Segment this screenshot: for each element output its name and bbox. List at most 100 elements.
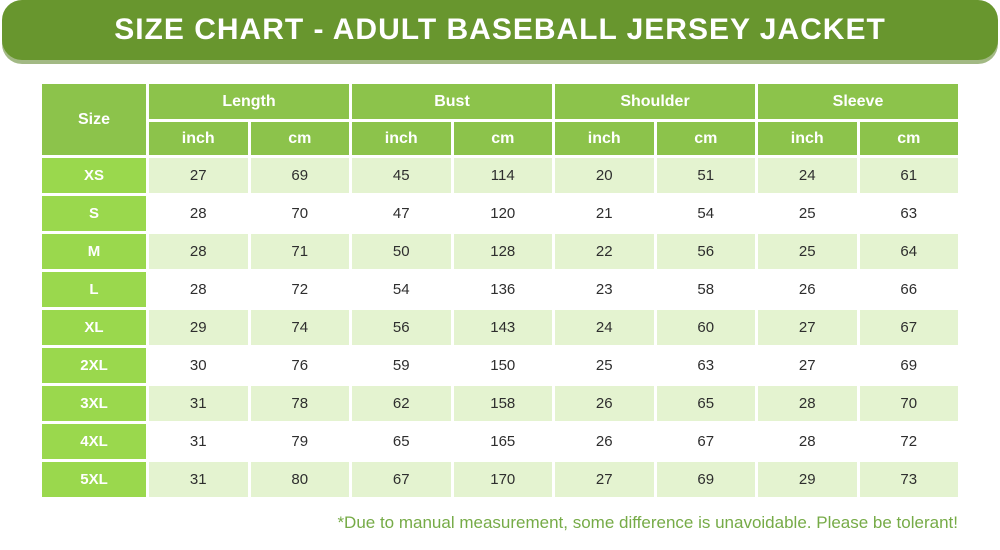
measurement-cell: 70 <box>859 386 958 421</box>
size-label: XS <box>42 158 146 193</box>
size-label: 2XL <box>42 348 146 383</box>
measurement-cell: 63 <box>656 348 755 383</box>
measurement-cell: 128 <box>453 234 552 269</box>
table-header: Size Length Bust Shoulder Sleeve inch cm… <box>42 84 958 155</box>
measurement-cell: 70 <box>250 196 349 231</box>
size-chart-table: Size Length Bust Shoulder Sleeve inch cm… <box>39 81 961 500</box>
measurement-cell: 26 <box>555 424 654 459</box>
table-row: 4XL 31 79 65 165 26 67 28 72 <box>42 424 958 459</box>
measurement-cell: 78 <box>250 386 349 421</box>
measurement-cell: 60 <box>656 310 755 345</box>
measurement-cell: 24 <box>555 310 654 345</box>
table-row: 5XL 31 80 67 170 27 69 29 73 <box>42 462 958 497</box>
table-row: L 28 72 54 136 23 58 26 66 <box>42 272 958 307</box>
unit-header-cm: cm <box>656 122 755 155</box>
measurement-cell: 73 <box>859 462 958 497</box>
group-header-length: Length <box>149 84 349 119</box>
measurement-cell: 58 <box>656 272 755 307</box>
group-header-shoulder: Shoulder <box>555 84 755 119</box>
measurement-cell: 25 <box>555 348 654 383</box>
measurement-cell: 30 <box>149 348 248 383</box>
measurement-cell: 23 <box>555 272 654 307</box>
measurement-cell: 51 <box>656 158 755 193</box>
measurement-cell: 28 <box>758 424 857 459</box>
measurement-cell: 136 <box>453 272 552 307</box>
measurement-cell: 69 <box>859 348 958 383</box>
group-header-row: Size Length Bust Shoulder Sleeve <box>42 84 958 155</box>
measurement-cell: 72 <box>859 424 958 459</box>
size-label: 5XL <box>42 462 146 497</box>
measurement-cell: 165 <box>453 424 552 459</box>
measurement-cell: 29 <box>149 310 248 345</box>
measurement-cell: 26 <box>555 386 654 421</box>
size-label: XL <box>42 310 146 345</box>
measurement-cell: 69 <box>250 158 349 193</box>
measurement-cell: 72 <box>250 272 349 307</box>
measurement-cell: 71 <box>250 234 349 269</box>
measurement-cell: 59 <box>352 348 451 383</box>
measurement-cell: 28 <box>149 272 248 307</box>
table-row: XL 29 74 56 143 24 60 27 67 <box>42 310 958 345</box>
measurement-cell: 31 <box>149 424 248 459</box>
unit-header-cm: cm <box>859 122 958 155</box>
measurement-cell: 67 <box>352 462 451 497</box>
measurement-cell: 56 <box>656 234 755 269</box>
measurement-cell: 63 <box>859 196 958 231</box>
measurement-cell: 24 <box>758 158 857 193</box>
table-row: 2XL 30 76 59 150 25 63 27 69 <box>42 348 958 383</box>
measurement-cell: 31 <box>149 386 248 421</box>
table-row: XS 27 69 45 114 20 51 24 61 <box>42 158 958 193</box>
measurement-cell: 54 <box>352 272 451 307</box>
title-banner: SIZE CHART - ADULT BASEBALL JERSEY JACKE… <box>2 0 998 60</box>
measurement-cell: 50 <box>352 234 451 269</box>
measurement-cell: 21 <box>555 196 654 231</box>
measurement-cell: 69 <box>656 462 755 497</box>
measurement-cell: 150 <box>453 348 552 383</box>
measurement-cell: 56 <box>352 310 451 345</box>
measurement-cell: 170 <box>453 462 552 497</box>
measurement-cell: 29 <box>758 462 857 497</box>
measurement-cell: 28 <box>149 196 248 231</box>
measurement-cell: 31 <box>149 462 248 497</box>
group-header-bust: Bust <box>352 84 552 119</box>
measurement-cell: 27 <box>758 348 857 383</box>
size-label: S <box>42 196 146 231</box>
measurement-cell: 67 <box>859 310 958 345</box>
measurement-cell: 47 <box>352 196 451 231</box>
measurement-cell: 66 <box>859 272 958 307</box>
group-header-sleeve: Sleeve <box>758 84 958 119</box>
unit-header-inch: inch <box>352 122 451 155</box>
measurement-cell: 120 <box>453 196 552 231</box>
measurement-cell: 76 <box>250 348 349 383</box>
measurement-cell: 62 <box>352 386 451 421</box>
unit-header-cm: cm <box>453 122 552 155</box>
table-row: S 28 70 47 120 21 54 25 63 <box>42 196 958 231</box>
measurement-cell: 26 <box>758 272 857 307</box>
measurement-cell: 67 <box>656 424 755 459</box>
measurement-cell: 65 <box>352 424 451 459</box>
measurement-cell: 25 <box>758 196 857 231</box>
measurement-cell: 64 <box>859 234 958 269</box>
measurement-cell: 61 <box>859 158 958 193</box>
measurement-cell: 25 <box>758 234 857 269</box>
measurement-note: *Due to manual measurement, some differe… <box>337 513 958 532</box>
measurement-cell: 28 <box>149 234 248 269</box>
measurement-cell: 27 <box>555 462 654 497</box>
measurement-cell: 45 <box>352 158 451 193</box>
table-row: 3XL 31 78 62 158 26 65 28 70 <box>42 386 958 421</box>
size-table-body: XS 27 69 45 114 20 51 24 61 S 28 70 47 120 21 54 25 63 M 28… <box>42 158 958 497</box>
size-label: 3XL <box>42 386 146 421</box>
table-row: M 28 71 50 128 22 56 25 64 <box>42 234 958 269</box>
size-column-header: Size <box>42 84 146 155</box>
measurement-cell: 20 <box>555 158 654 193</box>
measurement-cell: 27 <box>758 310 857 345</box>
unit-header-inch: inch <box>758 122 857 155</box>
size-label: M <box>42 234 146 269</box>
unit-header-row: inch cm inch cm inch cm inch cm <box>42 122 958 155</box>
measurement-cell: 65 <box>656 386 755 421</box>
measurement-cell: 158 <box>453 386 552 421</box>
measurement-cell: 143 <box>453 310 552 345</box>
page-title: SIZE CHART - ADULT BASEBALL JERSEY JACKE… <box>114 13 886 46</box>
measurement-cell: 80 <box>250 462 349 497</box>
